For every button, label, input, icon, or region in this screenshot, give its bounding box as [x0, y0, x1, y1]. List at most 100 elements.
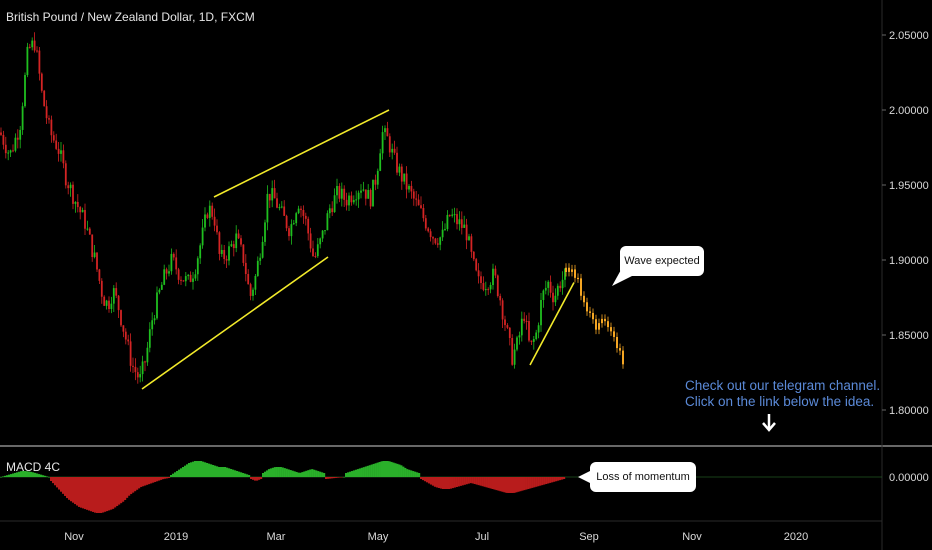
candle-body: [326, 213, 329, 231]
macd-bar: [24, 471, 27, 477]
macd-bar: [134, 477, 137, 492]
macd-bar: [467, 477, 470, 484]
macd-bar: [277, 467, 280, 477]
macd-bar: [329, 477, 332, 479]
forecast-candle: [613, 331, 615, 337]
candle-body: [240, 238, 242, 245]
candle-body: [549, 281, 552, 293]
wave-expected-text: Wave expected: [624, 255, 700, 267]
candle-body: [542, 290, 545, 300]
macd-bar: [96, 477, 99, 513]
candle-body: [283, 206, 286, 216]
macd-bar: [68, 477, 71, 500]
candle-body: [523, 318, 526, 321]
macd-bar: [12, 473, 15, 477]
macd-bar: [370, 464, 373, 477]
candle-body: [400, 166, 403, 182]
candle-body: [225, 259, 228, 261]
macd-bar: [279, 467, 282, 477]
macd-bar: [200, 461, 203, 477]
macd-bar: [435, 477, 439, 488]
price-axis-label: 2.00000: [889, 105, 929, 117]
candle-body: [429, 231, 432, 238]
macd-bar: [140, 477, 143, 487]
candle-body: [91, 234, 94, 258]
macd-bar: [52, 477, 55, 484]
time-axis-label: Jul: [475, 531, 489, 543]
candle-body: [278, 207, 281, 209]
macd-bar: [246, 474, 249, 477]
macd-bar: [240, 472, 243, 477]
macd-bar: [400, 465, 403, 477]
macd-bar: [378, 461, 381, 477]
macd-bar: [364, 466, 367, 477]
macd-bar: [252, 477, 255, 480]
macd-bar: [222, 467, 225, 477]
candle-body: [489, 285, 492, 290]
candle-body: [333, 195, 336, 213]
macd-bar: [337, 477, 340, 478]
macd-bar: [327, 477, 330, 479]
candle-body: [0, 132, 2, 135]
candle-body: [237, 233, 240, 239]
candle-body: [271, 188, 274, 201]
macd-indicator-label[interactable]: MACD 4C: [6, 460, 61, 474]
macd-bar: [427, 477, 431, 484]
forecast-candle: [616, 336, 618, 349]
candle-body: [424, 218, 427, 229]
candle-body: [62, 150, 65, 164]
candle-body: [297, 208, 300, 214]
macd-bar: [230, 469, 233, 477]
candle-body: [396, 152, 398, 173]
time-axis-label: May: [368, 531, 389, 543]
macd-bar: [509, 477, 512, 493]
macd-bar: [553, 477, 556, 482]
candle-body: [256, 260, 259, 277]
candle-body: [189, 274, 192, 282]
candle-body: [134, 366, 137, 373]
candle-body: [552, 292, 554, 303]
candle-body: [336, 185, 338, 196]
macd-bar: [142, 477, 145, 487]
macd-bar: [32, 472, 35, 477]
candle-body: [367, 189, 370, 199]
macd-bar: [297, 472, 300, 477]
macd-bar: [60, 477, 63, 492]
macd-bar: [182, 467, 185, 477]
time-axis-label: 2019: [164, 531, 188, 543]
macd-bar: [433, 477, 437, 487]
candle-body: [93, 252, 96, 258]
macd-bar: [190, 462, 193, 477]
macd-bar: [521, 477, 524, 491]
macd-bar: [519, 477, 522, 492]
candle-body: [196, 258, 199, 275]
candle-body: [508, 327, 511, 338]
forecast-candle: [619, 348, 621, 351]
macd-bar: [343, 477, 346, 478]
macd-bar: [285, 468, 288, 477]
macd-bar: [549, 477, 552, 483]
candle-body: [312, 248, 314, 257]
macd-bar: [180, 468, 183, 477]
macd-bar: [104, 477, 107, 512]
macd-bar: [76, 477, 79, 506]
candle-body: [475, 259, 478, 271]
forecast-candle: [607, 321, 609, 328]
candle-body: [57, 148, 60, 154]
macd-bar: [184, 465, 187, 477]
candle-body: [391, 148, 394, 153]
macd-bar: [513, 477, 516, 493]
macd-bar: [531, 477, 534, 488]
macd-bar: [170, 475, 173, 477]
candle-body: [364, 189, 367, 199]
candle-body: [48, 118, 50, 120]
macd-bar: [333, 477, 336, 479]
candle-body: [446, 214, 449, 230]
macd-bar: [414, 471, 417, 477]
candle-body: [316, 244, 319, 257]
macd-bar: [204, 462, 207, 477]
macd-bar: [128, 477, 131, 496]
candle-body: [501, 300, 504, 320]
macd-bar: [362, 467, 365, 477]
